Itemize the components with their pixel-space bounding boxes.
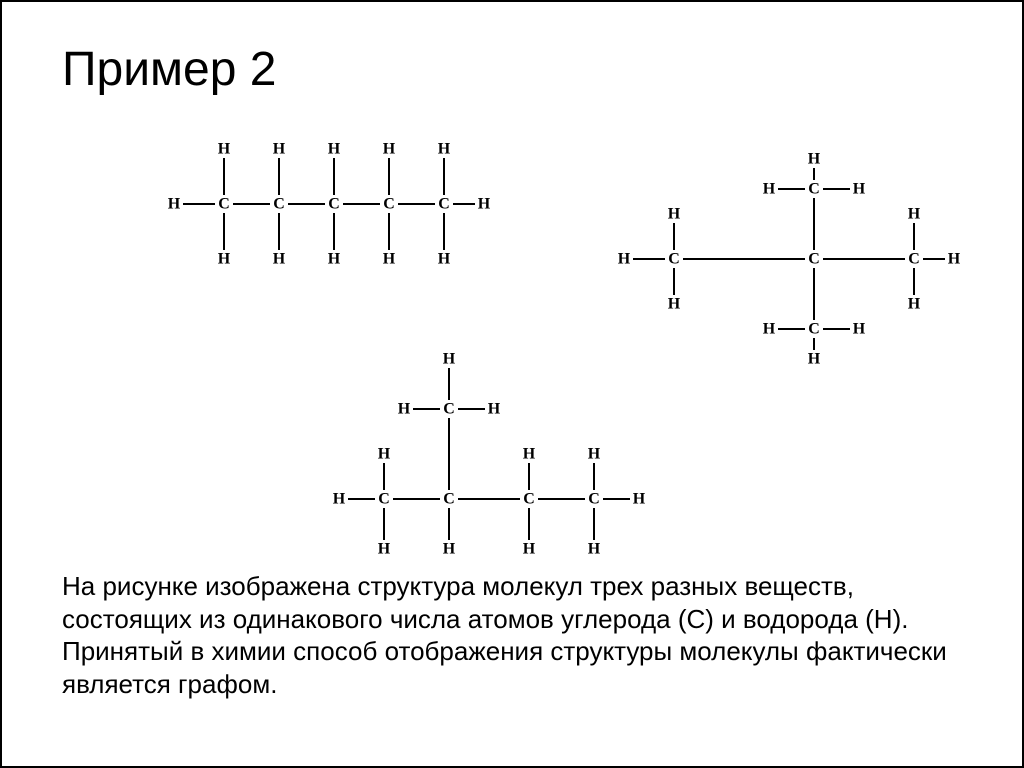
atom-C: C [808,321,820,338]
atom-H: H [763,181,776,198]
atom-H: H [443,541,456,558]
atom-H: H [273,141,286,158]
atom-H: H [808,351,821,368]
molecule-pentane-linear: H C C C C C H H H H H H H H H H H [162,127,496,286]
atom-C: C [668,251,680,268]
atom-H: H [488,401,501,418]
atom-H: H [398,401,411,418]
atom-C: C [438,196,450,213]
molecule-isopentane: C C C C C H H H H H H H H H H H H [322,337,666,576]
atom-H: H [328,251,341,268]
atom-H: H [908,296,921,313]
atom-C: C [808,181,820,198]
atom-H: H [443,351,456,368]
atom-H: H [808,151,821,168]
atom-H: H [523,541,536,558]
atom-H: H [948,251,961,268]
atom-H: H [668,296,681,313]
atom-H: H [523,446,536,463]
atom-C: C [588,491,600,508]
atom-H: H [218,141,231,158]
atom-C: C [443,401,455,418]
atom-C: C [218,196,230,213]
atom-H: H [273,251,286,268]
slide-title: Пример 2 [62,42,972,97]
molecule-diagrams: HCCCCCHHHHHHHHHHHCCCCCHHHHHHHHHHHHCCCCCH… [62,117,972,537]
atom-H: H [908,206,921,223]
atom-H: H [763,321,776,338]
atom-H: H [478,196,491,213]
slide-caption: На рисунке изображена структура молекул … [62,570,962,700]
atom-C: C [383,196,395,213]
atom-H: H [618,251,631,268]
atom-H: H [383,251,396,268]
atom-C: C [273,196,285,213]
atom-H: H [378,446,391,463]
atom-C: C [443,491,455,508]
atom-H: H [853,181,866,198]
atom-C: C [328,196,340,213]
atom-H: H [378,541,391,558]
atom-H: H [218,251,231,268]
atom-H: H [333,491,346,508]
atom-H: H [668,206,681,223]
slide-frame: Пример 2 HCCCCCHHHHHHHHHHHCCCCCHHHHHHHHH… [0,0,1024,768]
atom-H: H [168,196,181,213]
atom-H: H [633,491,646,508]
atom-C: C [808,251,820,268]
atom-H: H [588,446,601,463]
atom-H: H [853,321,866,338]
atom-H: H [438,251,451,268]
atom-H: H [328,141,341,158]
atom-C: C [378,491,390,508]
atom-H: H [438,141,451,158]
atom-H: H [383,141,396,158]
atom-C: C [908,251,920,268]
atom-H: H [588,541,601,558]
atom-C: C [523,491,535,508]
